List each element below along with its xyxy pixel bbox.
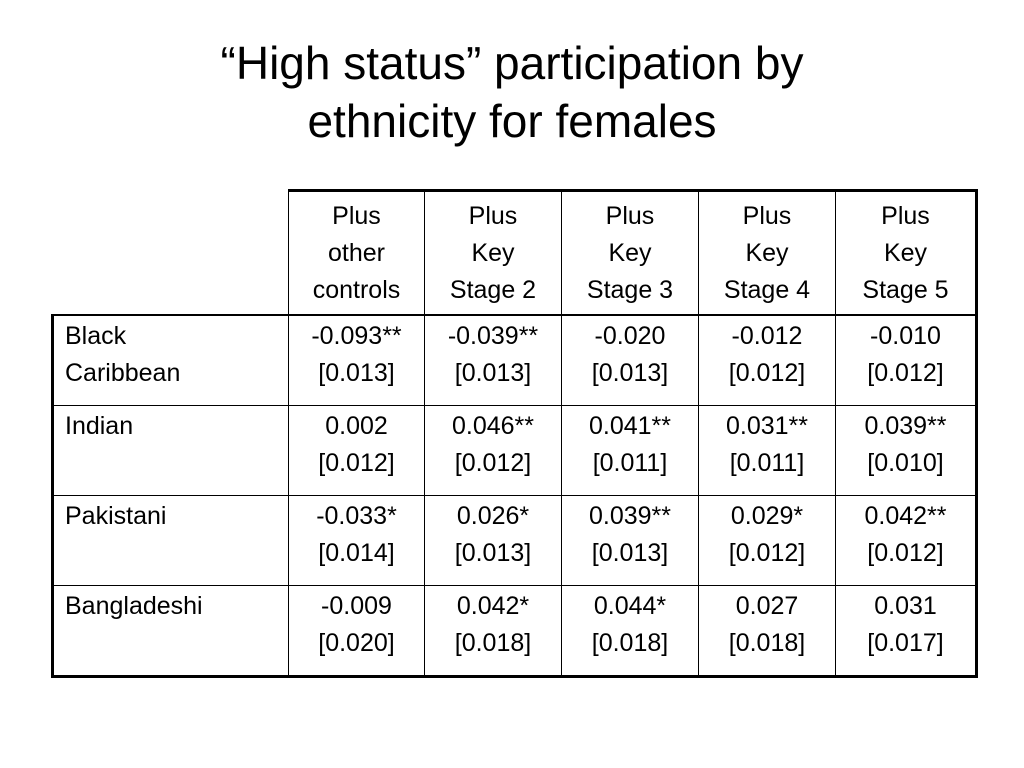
slide-title: “High status” participation by ethnicity… [0,34,1024,150]
row-label-black-caribbean: Black Caribbean [51,314,289,406]
results-table: Plus other controls Plus Key Stage 2 Plu… [51,189,978,678]
coefficient: 0.046** [451,412,535,440]
standard-error: [0.012] [318,449,395,477]
standard-error: [0.010] [867,449,944,477]
standard-error: [0.012] [867,359,944,387]
table-cell: 0.002 [0.012] [288,405,425,496]
coefficient: 0.002 [325,412,388,440]
standard-error: [0.012] [454,449,532,477]
table-cell: 0.029* [0.012] [698,495,836,586]
column-header-other-controls: Plus other controls [288,189,425,316]
coefficient: 0.031** [725,412,809,440]
table-cell: 0.031** [0.011] [698,405,836,496]
column-header-key-stage-4: Plus Key Stage 4 [698,189,836,316]
coefficient: -0.093** [311,322,402,350]
coefficient: 0.044* [593,592,667,620]
table-cell: 0.046** [0.012] [424,405,562,496]
coefficient: 0.031 [874,592,937,620]
table-cell: 0.031 [0.017] [835,585,978,678]
column-header-key-stage-2: Plus Key Stage 2 [424,189,562,316]
standard-error: [0.014] [318,539,395,567]
slide-title-line-2: ethnicity for females [307,95,717,147]
table-cell: -0.033* [0.014] [288,495,425,586]
standard-error: [0.012] [728,359,806,387]
coefficient: -0.020 [594,322,666,350]
column-header-key-stage-3: Plus Key Stage 3 [561,189,699,316]
table-cell: -0.093** [0.013] [288,314,425,406]
standard-error: [0.013] [454,539,532,567]
standard-error: [0.017] [867,629,944,657]
coefficient: -0.012 [731,322,803,350]
coefficient: 0.042* [456,592,530,620]
table-cell: 0.039** [0.013] [561,495,699,586]
column-header-key-stage-5: Plus Key Stage 5 [835,189,978,316]
table-row-indian: Indian 0.002 [0.012] 0.046** [0.012] 0.0… [51,405,978,496]
coefficient: 0.027 [735,592,799,620]
table-cell: 0.027 [0.018] [698,585,836,678]
header-row: Plus other controls Plus Key Stage 2 Plu… [52,189,978,316]
coefficient: 0.041** [588,412,672,440]
standard-error: [0.012] [867,539,944,567]
standard-error: [0.018] [728,629,806,657]
standard-error: [0.013] [591,359,669,387]
standard-error: [0.011] [592,449,668,477]
standard-error: [0.018] [591,629,669,657]
coefficient: -0.010 [870,322,941,350]
table-row-bangladeshi: Bangladeshi -0.009 [0.020] 0.042* [0.018… [51,585,978,678]
standard-error: [0.011] [729,449,805,477]
standard-error: [0.013] [318,359,395,387]
table-cell: 0.042* [0.018] [424,585,562,678]
row-label-bangladeshi: Bangladeshi [51,585,289,678]
standard-error: [0.020] [318,629,395,657]
table-cell: -0.012 [0.012] [698,314,836,406]
table-row-pakistani: Pakistani -0.033* [0.014] 0.026* [0.013]… [51,495,978,586]
row-label-pakistani: Pakistani [51,495,289,586]
table-cell: 0.039** [0.010] [835,405,978,496]
row-label-indian: Indian [51,405,289,496]
coefficient: -0.039** [447,322,539,350]
table-cell: -0.009 [0.020] [288,585,425,678]
standard-error: [0.018] [454,629,532,657]
coefficient: 0.029* [730,502,804,530]
standard-error: [0.013] [591,539,669,567]
table-corner [52,190,289,316]
table-cell: 0.042** [0.012] [835,495,978,586]
standard-error: [0.012] [728,539,806,567]
table-cell: 0.044* [0.018] [561,585,699,678]
coefficient: 0.042** [864,502,947,530]
table-row-black-caribbean: Black Caribbean -0.093** [0.013] -0.039*… [51,314,978,406]
table-cell: -0.010 [0.012] [835,314,978,406]
coefficient: -0.033* [316,502,397,530]
slide-title-line-1: “High status” participation by [220,37,804,89]
coefficient: 0.026* [456,502,530,530]
coefficient: -0.009 [321,592,392,620]
coefficient: 0.039** [864,412,947,440]
table-cell: 0.026* [0.013] [424,495,562,586]
table-cell: -0.039** [0.013] [424,314,562,406]
table-cell: 0.041** [0.011] [561,405,699,496]
coefficient: 0.039** [588,502,672,530]
table-cell: -0.020 [0.013] [561,314,699,406]
standard-error: [0.013] [454,359,532,387]
